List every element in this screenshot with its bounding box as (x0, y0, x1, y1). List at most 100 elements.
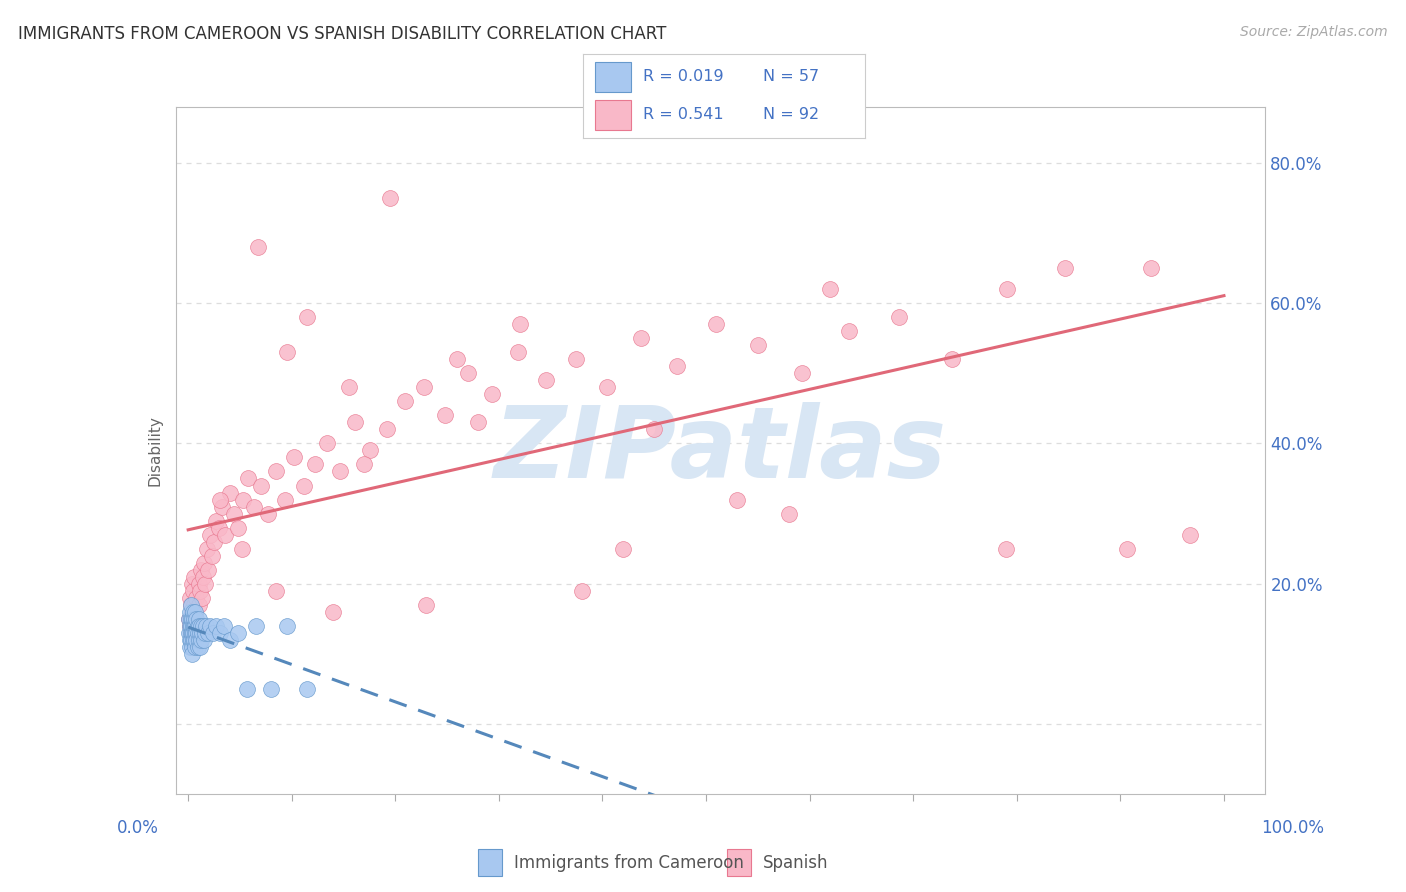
Text: Spanish: Spanish (763, 854, 828, 871)
Point (186, 591, 208, 605)
Point (186, 625, 208, 640)
Point (181, 612, 204, 626)
Point (202, 534, 225, 549)
Point (205, 514, 228, 528)
Point (941, 352, 963, 367)
Point (184, 618, 207, 632)
Point (297, 310, 319, 325)
Text: R = 0.541: R = 0.541 (643, 107, 723, 122)
Point (534, 373, 557, 387)
Point (820, 282, 842, 296)
Point (375, 422, 398, 436)
Point (232, 492, 254, 507)
Point (467, 416, 489, 430)
Point (180, 618, 202, 632)
Point (187, 612, 209, 626)
Point (201, 549, 224, 563)
Point (183, 632, 205, 647)
Point (183, 569, 205, 583)
Point (337, 380, 360, 394)
Point (446, 352, 468, 367)
Point (1140, 261, 1163, 276)
Point (1054, 261, 1077, 276)
Point (292, 478, 315, 492)
Point (264, 583, 287, 598)
Point (214, 618, 236, 632)
Point (226, 520, 249, 534)
Point (218, 485, 240, 500)
Point (316, 436, 339, 450)
Text: N = 57: N = 57 (763, 69, 820, 84)
Text: IMMIGRANTS FROM CAMEROON VS SPANISH DISABILITY CORRELATION CHART: IMMIGRANTS FROM CAMEROON VS SPANISH DISA… (18, 25, 666, 43)
Point (264, 465, 287, 479)
Point (194, 576, 217, 591)
Point (181, 625, 204, 640)
Point (778, 507, 800, 521)
Point (838, 324, 860, 338)
Point (194, 625, 217, 640)
Y-axis label: Disability: Disability (148, 415, 163, 486)
Point (997, 282, 1019, 296)
Point (191, 618, 214, 632)
Point (180, 625, 202, 640)
Point (297, 681, 319, 696)
Point (995, 541, 1018, 556)
Point (184, 640, 207, 654)
Point (186, 625, 208, 640)
Point (179, 618, 201, 632)
Point (190, 618, 212, 632)
Point (666, 359, 689, 374)
Point (183, 583, 205, 598)
Point (180, 625, 202, 640)
Point (246, 240, 269, 254)
Point (394, 394, 416, 409)
Point (183, 612, 205, 626)
Point (706, 318, 728, 332)
Point (190, 591, 212, 605)
Point (506, 345, 529, 359)
Point (413, 380, 436, 394)
Point (222, 507, 245, 521)
Text: Source: ZipAtlas.com: Source: ZipAtlas.com (1240, 25, 1388, 39)
Point (183, 612, 205, 626)
Point (792, 367, 814, 381)
Point (179, 612, 201, 626)
Point (198, 527, 221, 541)
Bar (478, 849, 502, 876)
Text: 0.0%: 0.0% (117, 819, 159, 837)
Point (209, 625, 232, 640)
Point (197, 625, 219, 640)
Point (194, 618, 217, 632)
Text: N = 92: N = 92 (763, 107, 820, 122)
Point (630, 331, 652, 345)
Point (257, 507, 280, 521)
Point (183, 625, 205, 640)
Point (564, 352, 586, 367)
Point (304, 458, 326, 472)
Point (180, 632, 202, 647)
Point (747, 338, 769, 352)
Point (197, 563, 219, 577)
Point (183, 618, 205, 632)
Point (209, 492, 232, 507)
Point (187, 632, 209, 647)
Point (195, 541, 218, 556)
Point (273, 492, 295, 507)
Point (231, 541, 253, 556)
Point (188, 640, 211, 654)
Point (249, 478, 271, 492)
Point (434, 409, 457, 423)
Point (218, 632, 240, 647)
Point (193, 632, 215, 647)
Point (188, 583, 211, 598)
Point (186, 612, 208, 626)
Point (457, 367, 479, 381)
Text: Immigrants from Cameroon: Immigrants from Cameroon (515, 854, 744, 871)
Point (191, 569, 214, 583)
Point (245, 618, 267, 632)
Point (211, 500, 233, 514)
Point (238, 471, 260, 485)
Point (198, 618, 221, 632)
Point (243, 500, 266, 514)
Point (179, 632, 201, 647)
